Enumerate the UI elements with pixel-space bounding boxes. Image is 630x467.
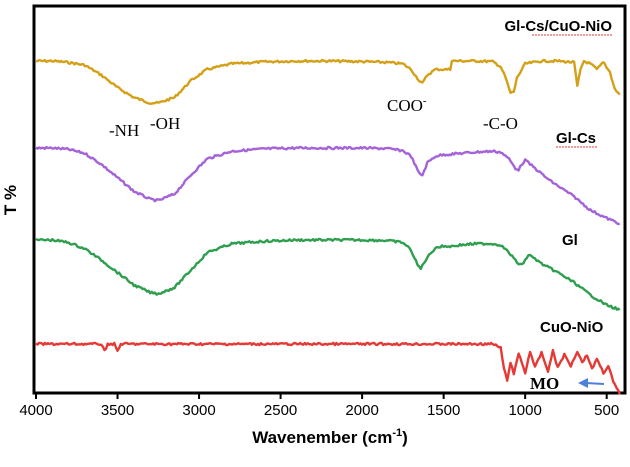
x-tick-label: 2500 (264, 402, 297, 419)
series-line-gl-cs (35, 145, 621, 226)
x-tick-label: 1000 (508, 402, 541, 419)
mo-arrow (578, 378, 605, 388)
x-axis-ticks: 4000 3500 3000 2500 2000 1500 1000 500 (19, 393, 619, 419)
x-axis-title-main: Wavenember (cm (252, 428, 392, 447)
series-line-cuo-nio (35, 341, 621, 395)
mo-arrow-shaft (585, 382, 605, 385)
x-tick-label: 3500 (101, 402, 134, 419)
x-tick-label: 3000 (182, 402, 215, 419)
annotation-nh: -NH (109, 121, 139, 140)
annotation-coo: COO- (387, 95, 427, 115)
mo-arrow-head (578, 378, 588, 388)
series-layer (35, 58, 621, 395)
x-axis-title: Wavenember (cm-1) (252, 427, 408, 447)
annotation-oh: -OH (150, 114, 180, 133)
series-line-gl (35, 237, 621, 311)
series-label-gl: Gl (562, 232, 578, 249)
plot-frame (32, 4, 627, 395)
annotation-coo-main: COO (387, 96, 423, 115)
y-axis-title: T % (1, 185, 20, 215)
x-tick-label: 4000 (19, 402, 52, 419)
series-label-cuo-nio: CuO-NiO (540, 319, 604, 336)
annotation-c-o: -C-O (483, 114, 518, 133)
annotation-coo-sup: - (423, 95, 427, 107)
x-axis-title-close: ) (402, 428, 408, 447)
series-label-gl-cs: Gl-Cs (556, 130, 596, 147)
series-label-gl-cs-cuo-nio: Gl-Cs/CuO-NiO (505, 18, 613, 35)
annotation-mo: MO (530, 374, 559, 393)
x-tick-label: 500 (594, 402, 619, 419)
x-tick-label: 1500 (427, 402, 460, 419)
series-line-gl-cs-cuo-nio (35, 58, 621, 105)
x-axis-title-sup: -1 (392, 427, 402, 439)
x-tick-label: 2000 (345, 402, 378, 419)
